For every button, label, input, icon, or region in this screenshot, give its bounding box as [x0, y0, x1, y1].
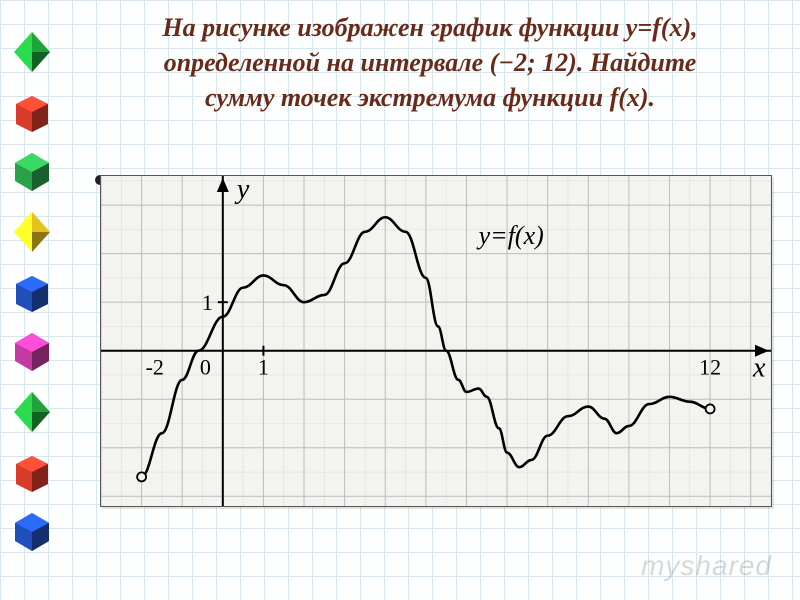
sidebar-shape-diamond: [10, 390, 54, 434]
svg-text:y=f(x): y=f(x): [476, 221, 544, 250]
sidebar-shape-diamond: [10, 30, 54, 74]
title-line: На рисунке изображен график функции y=f(…: [90, 10, 770, 45]
sidebar-shapes-strip: [0, 0, 60, 600]
svg-text:x: x: [752, 353, 766, 384]
sidebar-shape-hex: [10, 150, 54, 194]
svg-text:12: 12: [699, 355, 721, 380]
sidebar-shape-diamond: [10, 210, 54, 254]
sidebar-shape-cube: [10, 270, 54, 314]
svg-text:-2: -2: [146, 355, 164, 380]
svg-text:1: 1: [258, 355, 269, 380]
function-graph: -2 0 1 12 1 y x y=f(x): [100, 175, 772, 507]
sidebar-shape-cube: [10, 450, 54, 494]
svg-text:1: 1: [202, 290, 213, 315]
watermark: myshared: [641, 550, 772, 582]
title-line: определенной на интервале (−2; 12). Найд…: [90, 45, 770, 80]
slide: На рисунке изображен график функции y=f(…: [0, 0, 800, 600]
chart-svg: -2 0 1 12 1 y x y=f(x): [101, 176, 771, 506]
svg-text:y: y: [234, 176, 250, 205]
problem-title: На рисунке изображен график функции y=f(…: [90, 10, 770, 115]
svg-text:0: 0: [200, 355, 211, 380]
sidebar-shape-hex: [10, 510, 54, 554]
title-line: сумму точек экстремума функции f(x).: [90, 80, 770, 115]
sidebar-shape-cube: [10, 90, 54, 134]
sidebar-shape-hex: [10, 330, 54, 374]
